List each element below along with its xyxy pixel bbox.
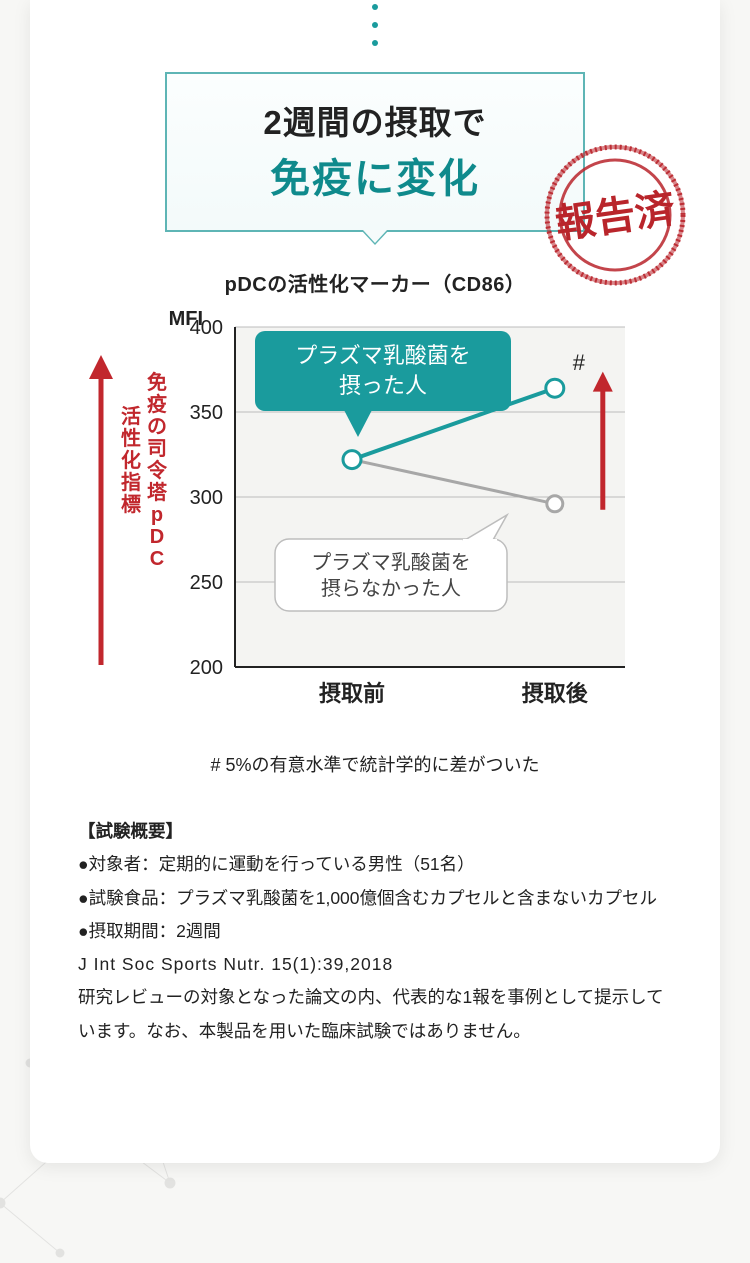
summary-bullet: ●試験食品：プラズマ乳酸菌を1,000億個含むカプセルと含まないカプセル [78, 882, 672, 915]
title-line2: 免疫に変化 [177, 146, 573, 204]
study-summary: 【試験概要】 ●対象者：定期的に運動を行っている男性（51名）●試験食品：プラズ… [78, 815, 672, 1048]
data-marker [546, 379, 564, 397]
data-marker [547, 496, 563, 512]
x-category-label: 摂取前 [319, 681, 385, 706]
stamp-text: 報告済 [553, 186, 679, 247]
left-annotation-text: D [150, 526, 164, 548]
title-caret-icon [361, 230, 389, 245]
left-annotation-text: 活 [121, 405, 141, 428]
left-annotation-text: p [151, 504, 163, 526]
left-annotation-text: 化 [121, 448, 141, 472]
data-marker [343, 451, 361, 469]
left-annotation-text: 性 [121, 427, 141, 450]
left-annotation-text: 塔 [147, 481, 168, 504]
left-annotation-text: 司 [147, 438, 167, 460]
treat-callout-text: プラズマ乳酸菌を [295, 343, 471, 368]
reported-stamp: 報告済 [540, 140, 690, 290]
left-annotation-text: 指 [121, 470, 141, 494]
left-arrow-head-icon [89, 355, 113, 379]
left-annotation-text: 疫 [147, 392, 167, 416]
title-line1: 2週間の摂取で [177, 96, 573, 144]
ctrl-callout-text: プラズマ乳酸菌を [311, 551, 471, 574]
left-annotation-text: 標 [121, 492, 141, 516]
y-axis-unit: MFI [169, 308, 203, 330]
vertical-dots [30, 0, 720, 54]
summary-heading: 【試験概要】 [78, 815, 672, 848]
chart: 200250300350400MFI摂取前摂取後#プラズマ乳酸菌を摂った人プラズ… [65, 307, 685, 737]
summary-citation: J Int Soc Sports Nutr. 15(1):39,2018 [78, 948, 672, 981]
significance-marker: # [573, 350, 586, 375]
ctrl-callout [275, 539, 507, 611]
left-annotation-text: 令 [147, 458, 168, 482]
ytick-label: 200 [190, 657, 223, 679]
x-category-label: 摂取後 [522, 681, 589, 706]
summary-note: 研究レビューの対象となった論文の内、代表的な1報を事例として提示しています。なお… [78, 981, 672, 1048]
content-card: 2週間の摂取で 免疫に変化 報告済 pDCの活性化マーカー（CD86） 2002… [30, 0, 720, 1163]
left-annotation-text: の [147, 416, 167, 438]
summary-bullet: ●対象者：定期的に運動を行っている男性（51名） [78, 848, 672, 881]
summary-bullet: ●摂取期間：2週間 [78, 915, 672, 948]
ctrl-callout-text: 摂らなかった人 [321, 577, 461, 600]
ytick-label: 250 [190, 572, 223, 594]
ytick-label: 300 [190, 487, 223, 509]
title-box: 2週間の摂取で 免疫に変化 [165, 72, 585, 232]
treat-callout-text: 摂った人 [339, 373, 427, 398]
left-annotation-text: C [150, 548, 164, 570]
ytick-label: 350 [190, 402, 223, 424]
left-annotation-text: 免 [147, 370, 167, 394]
significance-footnote: # 5%の有意水準で統計学的に差がついた [30, 751, 720, 777]
